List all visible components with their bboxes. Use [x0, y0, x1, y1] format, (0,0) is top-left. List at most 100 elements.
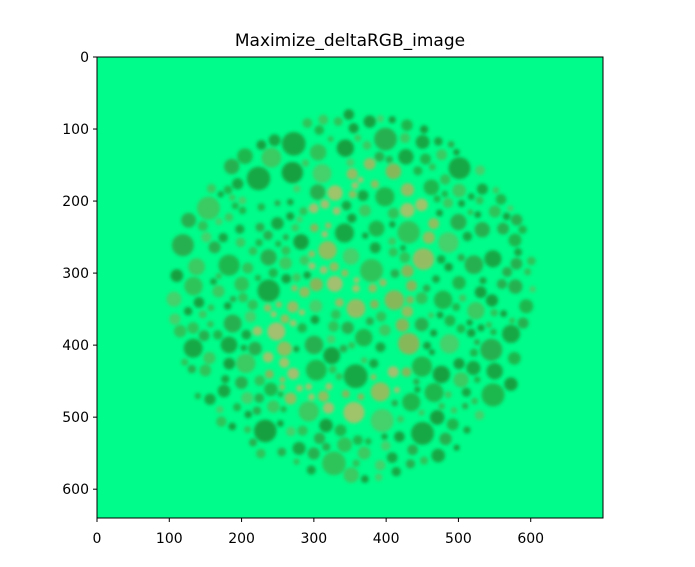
plate-dot — [318, 241, 337, 260]
plate-dot — [307, 393, 315, 401]
plate-dot — [502, 266, 513, 277]
plate-dot — [218, 232, 229, 243]
plate-dot — [293, 185, 301, 193]
plate-dot — [428, 218, 440, 230]
plate-dot — [514, 248, 523, 257]
plate-dot — [405, 295, 415, 304]
plate-dot — [518, 225, 527, 234]
plate-dot — [298, 309, 306, 316]
plate-dot — [510, 257, 523, 270]
plate-dot — [510, 214, 523, 226]
plate-dot — [277, 391, 284, 398]
plate-dot — [374, 473, 383, 482]
plate-dot — [223, 357, 236, 370]
plate-dot — [312, 164, 332, 183]
plate-dot — [261, 147, 282, 168]
plate-dot — [308, 203, 319, 214]
plate-dot — [309, 277, 323, 292]
plate-dot — [424, 383, 444, 403]
plate-dot — [318, 114, 329, 125]
plate-dot — [171, 234, 194, 257]
plate-dot — [321, 230, 329, 238]
plate-dot — [380, 441, 391, 451]
plate-dot — [423, 179, 440, 196]
plate-dot — [223, 185, 233, 195]
plate-dot — [453, 444, 460, 451]
plate-dot — [391, 399, 399, 407]
plate-dot — [422, 284, 431, 293]
plate-dot — [281, 131, 306, 156]
plate-dot — [342, 248, 360, 265]
plate-dot — [198, 310, 207, 319]
plate-dot — [302, 118, 313, 128]
plate-dot — [233, 403, 242, 412]
plate-dot — [281, 161, 304, 184]
y-tick-label: 400 — [62, 338, 89, 354]
plate-dot — [457, 199, 466, 208]
plate-dot — [486, 362, 503, 380]
plate-dot — [473, 376, 481, 384]
plate-dot — [370, 409, 394, 433]
plate-dot — [431, 448, 446, 463]
plate-dot — [212, 285, 225, 298]
plate-dot — [262, 351, 274, 363]
plate-dot — [267, 322, 286, 341]
plate-dot — [263, 230, 273, 241]
plate-dot — [291, 284, 298, 292]
plate-dot — [385, 163, 402, 180]
plate-dot — [365, 317, 374, 326]
plate-dot — [346, 158, 355, 167]
plate-dot — [279, 357, 290, 368]
plate-dot — [415, 135, 430, 149]
plate-dot — [452, 183, 466, 198]
plate-dot — [323, 347, 341, 365]
plate-dot — [244, 311, 257, 323]
plate-dot — [474, 339, 481, 346]
plate-dot — [286, 426, 296, 437]
plate-dot — [218, 254, 240, 276]
plate-dot — [399, 132, 411, 144]
plate-dot — [327, 185, 343, 201]
plate-dot — [398, 149, 414, 165]
plate-dot — [474, 221, 490, 238]
plate-dot — [467, 209, 474, 216]
plate-dot — [346, 299, 366, 318]
plate-dot — [411, 421, 435, 445]
plate-dot — [479, 277, 487, 285]
plate-dot — [304, 335, 324, 355]
plate-dot — [322, 451, 346, 476]
plate-dot — [492, 186, 500, 194]
plate-dot — [439, 334, 460, 354]
plate-dot — [397, 415, 404, 423]
plate-dot — [235, 376, 248, 390]
plate-dot — [276, 420, 284, 427]
plate-dot — [270, 311, 277, 318]
plate-dot — [446, 418, 459, 431]
plate-dot — [341, 200, 352, 211]
plate-dot — [364, 438, 372, 445]
plate-dot — [173, 324, 187, 338]
plate-dot — [248, 438, 258, 447]
plate-dot — [412, 248, 435, 270]
plate-dot — [183, 306, 193, 316]
plate-dot — [436, 254, 446, 264]
plate-dot — [490, 328, 497, 336]
plate-dot — [401, 119, 413, 132]
plate-dot — [268, 268, 278, 278]
plate-dot — [400, 203, 415, 218]
plate-dot — [231, 178, 244, 190]
plate-dot — [369, 242, 381, 254]
y-tick-label: 0 — [80, 50, 89, 66]
plate-dot — [474, 211, 482, 219]
plate-dot — [400, 183, 415, 197]
plate-dot — [420, 153, 431, 165]
plate-dot — [456, 324, 466, 334]
plate-dot — [187, 364, 197, 374]
y-tick-label: 500 — [62, 410, 89, 426]
plate-dot — [369, 299, 379, 309]
plate-dot — [348, 123, 359, 134]
plate-dot — [203, 351, 216, 365]
plate-dot — [223, 302, 232, 310]
plate-dot — [432, 275, 440, 284]
